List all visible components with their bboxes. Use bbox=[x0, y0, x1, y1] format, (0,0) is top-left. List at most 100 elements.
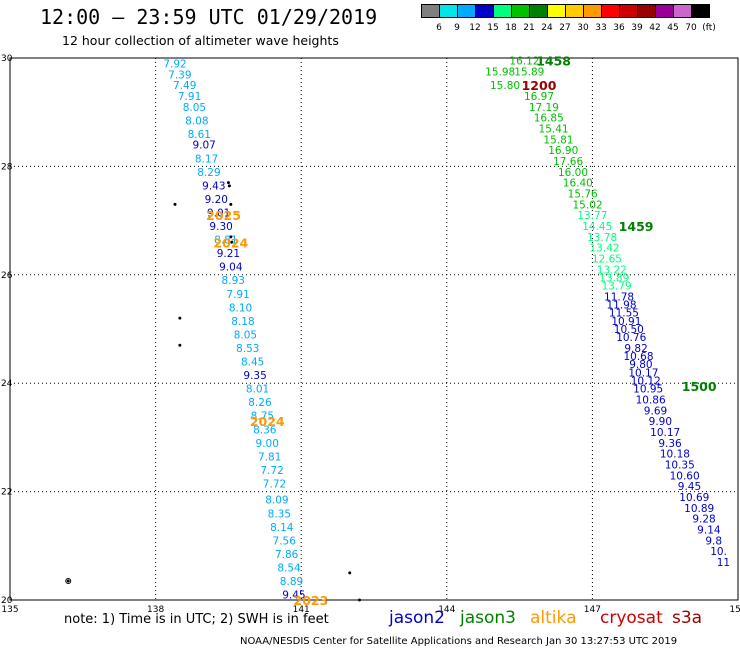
swh-value: 9.36 bbox=[658, 438, 682, 450]
swh-value: 7.86 bbox=[275, 549, 299, 561]
swh-value: 10.69 bbox=[679, 492, 709, 504]
swh-value: 9.8 bbox=[705, 535, 722, 547]
colorbar-label: 21 bbox=[523, 23, 535, 33]
colorbar-label: 45 bbox=[667, 23, 679, 33]
y-tick-label: 26 bbox=[1, 271, 13, 281]
swh-value: 8.89 bbox=[280, 576, 303, 588]
swh-value: 8.93 bbox=[222, 275, 245, 287]
page-title: 12:00 – 23:59 UTC 01/29/2019 bbox=[40, 5, 378, 29]
colorbar-label: 24 bbox=[541, 23, 553, 33]
swh-value: 8.08 bbox=[185, 115, 208, 127]
time-label: 1459 bbox=[619, 219, 654, 234]
swh-value: 7.39 bbox=[168, 69, 191, 81]
swh-value: 8.54 bbox=[277, 562, 301, 574]
swh-value: 9.04 bbox=[219, 262, 243, 274]
swh-value: 10.35 bbox=[665, 460, 695, 472]
y-tick-label: 20 bbox=[1, 596, 13, 606]
swh-value: 8.18 bbox=[231, 316, 254, 328]
land-dot bbox=[226, 181, 230, 185]
swh-value: 16.85 bbox=[534, 113, 564, 125]
swh-value: 9.14 bbox=[697, 525, 721, 537]
swh-value: 9.69 bbox=[644, 405, 667, 417]
colorbar-label: 30 bbox=[577, 23, 589, 33]
colorbar-label: 18 bbox=[505, 23, 517, 33]
swh-value: 7.72 bbox=[263, 478, 286, 490]
swh-value: 9.80 bbox=[629, 359, 652, 371]
land-dot bbox=[173, 202, 177, 206]
land-dot bbox=[357, 598, 361, 602]
time-label: 2024 bbox=[250, 414, 285, 429]
x-tick-label: 144 bbox=[438, 605, 455, 615]
swh-value: 11.98 bbox=[606, 300, 636, 312]
swh-value: 10.76 bbox=[616, 332, 646, 344]
swh-value: 9.90 bbox=[649, 416, 672, 428]
swh-value: 8.01 bbox=[246, 384, 269, 396]
swh-value: 15.89 bbox=[514, 67, 544, 79]
swh-value: 15.76 bbox=[568, 189, 598, 201]
swh-value: 17.66 bbox=[553, 156, 583, 168]
time-label: 1200 bbox=[522, 78, 557, 93]
swh-value: 11 bbox=[717, 557, 730, 569]
swh-value: 16.12 bbox=[509, 56, 539, 68]
land-dot bbox=[348, 571, 352, 575]
y-tick-label: 24 bbox=[1, 379, 13, 389]
island-marker bbox=[65, 578, 72, 585]
colorbar-label: 9 bbox=[454, 23, 460, 33]
swh-value: 8.05 bbox=[234, 329, 257, 341]
swh-value: 8.35 bbox=[268, 508, 291, 520]
swh-value: 8.26 bbox=[248, 397, 272, 409]
time-label: 2025 bbox=[206, 208, 241, 223]
swh-value: 9.01 bbox=[207, 207, 230, 219]
land-dot bbox=[66, 579, 70, 583]
swh-value: 8.61 bbox=[188, 129, 211, 141]
colorbar-label: 27 bbox=[559, 23, 571, 33]
x-tick-label: 138 bbox=[147, 605, 164, 615]
x-tick-label: 141 bbox=[293, 605, 310, 615]
swh-value: 15.98 bbox=[485, 67, 515, 79]
footer-credit: NOAA/NESDIS Center for Satellite Applica… bbox=[240, 636, 678, 647]
x-tick-label: 150 bbox=[729, 605, 740, 615]
footer-note: note: 1) Time is in UTC; 2) SWH is in fe… bbox=[64, 612, 329, 627]
swh-value: 8.05 bbox=[183, 102, 206, 114]
satellite-legend-item: cryosat bbox=[600, 608, 663, 628]
swh-value: 17.19 bbox=[529, 102, 559, 114]
swh-value: 9.21 bbox=[217, 248, 240, 260]
swh-value: 8.17 bbox=[195, 153, 218, 165]
swh-value: 7.91 bbox=[178, 91, 201, 103]
time-label: 2023 bbox=[294, 593, 329, 608]
swh-value: 7.81 bbox=[258, 451, 281, 463]
colorbar-label: 36 bbox=[613, 23, 625, 33]
colorbar-label: 33 bbox=[595, 23, 607, 33]
swh-value: 10.89 bbox=[684, 503, 714, 515]
time-label: 2024 bbox=[213, 235, 248, 250]
x-tick-label: 135 bbox=[1, 605, 18, 615]
y-tick-label: 30 bbox=[1, 54, 13, 64]
time-label: 1458 bbox=[536, 54, 571, 69]
colorbar-label: 39 bbox=[631, 23, 643, 33]
swh-value: 13.78 bbox=[587, 232, 617, 244]
swh-value: 8.09 bbox=[265, 495, 288, 507]
swh-value: 8.53 bbox=[236, 343, 259, 355]
swh-value: 14.45 bbox=[582, 221, 612, 233]
swh-value: 16.40 bbox=[563, 178, 593, 190]
satellite-legend-item: jason3 bbox=[460, 608, 516, 628]
swh-value: 8.29 bbox=[197, 167, 220, 179]
swh-value: 9.82 bbox=[624, 343, 647, 355]
swh-value: 10.12 bbox=[631, 375, 661, 387]
land-dot bbox=[230, 240, 234, 244]
page-subtitle: 12 hour collection of altimeter wave hei… bbox=[62, 33, 339, 48]
swh-value: 10.60 bbox=[670, 470, 700, 482]
swh-value: 15.81 bbox=[543, 134, 573, 146]
swh-value: 15.41 bbox=[539, 123, 569, 135]
satellite-legend-item: jason2 bbox=[389, 608, 445, 628]
swh-value: 9.45 bbox=[282, 590, 305, 602]
swh-value: 11.55 bbox=[609, 308, 639, 320]
colorbar-label: 12 bbox=[469, 23, 481, 33]
colorbar-label: 15 bbox=[487, 23, 499, 33]
swh-value: 9.35 bbox=[243, 370, 266, 382]
swh-value: 12.65 bbox=[592, 254, 622, 266]
swh-value: 8.14 bbox=[270, 522, 294, 534]
swh-value: 8.36 bbox=[253, 424, 277, 436]
colorbar-label: 70 bbox=[685, 23, 697, 33]
swh-value: 7.56 bbox=[273, 535, 297, 547]
